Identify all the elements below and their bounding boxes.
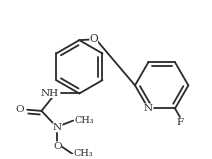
Text: NH: NH	[41, 89, 59, 98]
Text: O: O	[89, 35, 98, 44]
Text: F: F	[176, 118, 183, 127]
Text: N: N	[53, 123, 62, 132]
Text: CH₃: CH₃	[74, 116, 94, 125]
Text: O: O	[53, 142, 62, 151]
Text: N: N	[144, 104, 153, 113]
Text: CH₃: CH₃	[74, 149, 93, 158]
Text: O: O	[16, 105, 24, 114]
